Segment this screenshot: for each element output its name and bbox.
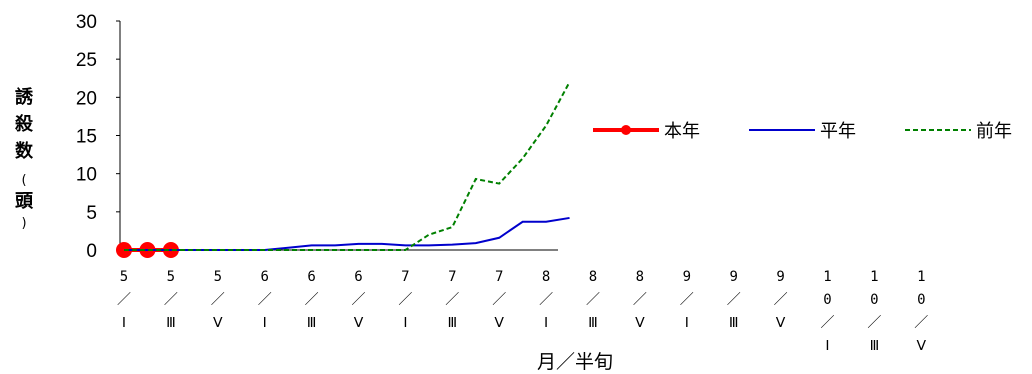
y-tick-label: 25 [76, 50, 97, 71]
x-tick-label: 5 ／ Ⅲ [164, 269, 178, 331]
x-tick-label: 9 ／ Ⅰ [680, 269, 694, 331]
y-axis-label: 誘殺数(頭) [14, 86, 34, 231]
legend-label: 前年 [976, 121, 1012, 142]
series-layer [116, 81, 571, 258]
x-tick-label: 8 ／ Ⅴ [633, 269, 647, 331]
x-tick-label: 7 ／ Ⅰ [398, 269, 412, 331]
legend-label: 本年 [664, 121, 700, 142]
x-tick-label: 8 ／ Ⅰ [539, 269, 553, 331]
y-axis-ticks: 0 5 10 15 20 25 30 [76, 12, 120, 262]
y-tick-label: 15 [76, 127, 97, 148]
y-tick-label: 10 [76, 165, 97, 186]
y-tick-label: 5 [86, 203, 97, 224]
y-tick-label: 30 [76, 12, 97, 33]
x-tick-label: 1 0 ／ Ⅴ [914, 269, 928, 354]
x-tick-label: 7 ／ Ⅴ [492, 269, 506, 331]
x-axis-ticks: 5 ／ Ⅰ 5 ／ Ⅲ 5 ／ Ⅴ 6 ／ Ⅰ 6 ／ Ⅲ 6 ／ Ⅴ 7 ／ Ⅰ 7 ／ Ⅲ 7 ／ Ⅴ 8 ／ Ⅰ 8 ／ Ⅲ 8 ／ Ⅴ 9 ／ Ⅰ 9… [117, 269, 928, 354]
x-tick-label: 7 ／ Ⅲ [445, 269, 459, 331]
x-tick-label: 6 ／ Ⅲ [305, 269, 319, 331]
x-tick-label: 1 0 ／ Ⅰ [821, 269, 835, 354]
x-tick-label: 1 0 ／ Ⅲ [867, 269, 881, 354]
series-line-前年 [124, 81, 571, 251]
x-tick-label: 9 ／ Ⅲ [727, 269, 741, 331]
x-tick-label: 6 ／ Ⅰ [258, 269, 272, 331]
y-tick-label: 20 [76, 88, 97, 109]
x-axis-label: 月／半旬 [537, 351, 613, 373]
legend-marker-本年 [621, 125, 631, 135]
legend-label: 平年 [820, 121, 856, 142]
x-tick-label: 5 ／ Ⅴ [211, 269, 225, 331]
y-tick-label: 0 [86, 241, 97, 262]
x-tick-label: 6 ／ Ⅴ [352, 269, 366, 331]
x-tick-label: 5 ／ Ⅰ [117, 269, 131, 331]
legend: 本年 平年 前年 [593, 121, 1012, 142]
series-line-平年 [124, 216, 570, 251]
x-tick-label: 9 ／ Ⅴ [774, 269, 788, 331]
x-tick-label: 8 ／ Ⅲ [586, 269, 600, 331]
